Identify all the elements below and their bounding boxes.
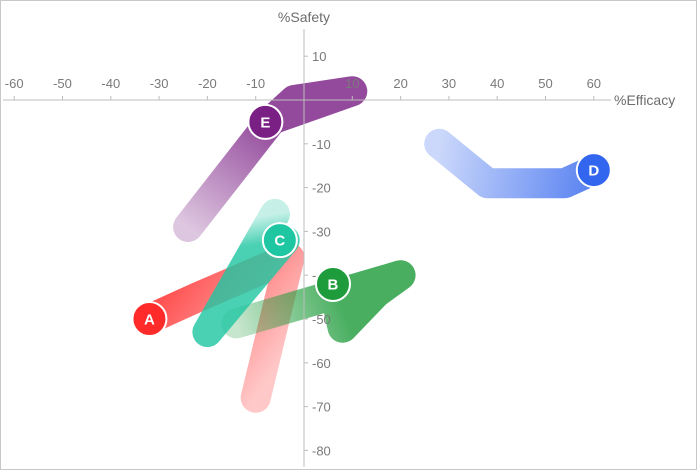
marker-layer: A B C D E <box>131 103 612 337</box>
series-label-e: E <box>260 114 270 131</box>
x-tick-label: 50 <box>538 76 552 91</box>
series-label-b: B <box>328 276 339 293</box>
x-axis-title: %Efficacy <box>614 92 675 108</box>
series-marker-d <box>575 152 612 189</box>
x-tick-label: -50 <box>53 76 72 91</box>
x-tick-label: -10 <box>246 76 265 91</box>
x-tick-label: 20 <box>393 76 407 91</box>
series-label-a: A <box>144 312 155 329</box>
x-tick-label: -60 <box>5 76 24 91</box>
x-tick-label: 60 <box>587 76 601 91</box>
series-marker-a <box>131 301 168 337</box>
x-tick-label: -30 <box>150 76 169 91</box>
x-tick-label: 10 <box>345 76 359 91</box>
y-tick-label: -70 <box>312 400 331 415</box>
axis-layer: -60 -50 -40 -30 -20 -10 10 20 30 40 50 60 10 -10 -20 -3… <box>3 9 675 467</box>
y-tick-label: -80 <box>312 443 331 458</box>
series-label-c: C <box>274 233 285 250</box>
series-marker-b <box>314 265 351 302</box>
series-trail-d <box>424 128 609 199</box>
x-tick-label: 30 <box>442 76 456 91</box>
y-tick-label: 10 <box>312 49 326 64</box>
series-layer <box>134 76 609 413</box>
y-tick-label: -60 <box>312 356 331 371</box>
series-marker-c <box>261 222 298 259</box>
y-axis-title: %Safety <box>278 9 330 25</box>
x-tick-label: -40 <box>101 76 120 91</box>
x-tick-label: -20 <box>198 76 217 91</box>
series-label-d: D <box>588 163 599 180</box>
y-tick-label: -30 <box>312 224 331 239</box>
series-marker-e <box>247 103 284 140</box>
y-tick-label: -10 <box>312 137 331 152</box>
y-tick-label: -50 <box>312 312 331 327</box>
x-tick-label: 40 <box>490 76 504 91</box>
y-tick-label: -20 <box>312 181 331 196</box>
